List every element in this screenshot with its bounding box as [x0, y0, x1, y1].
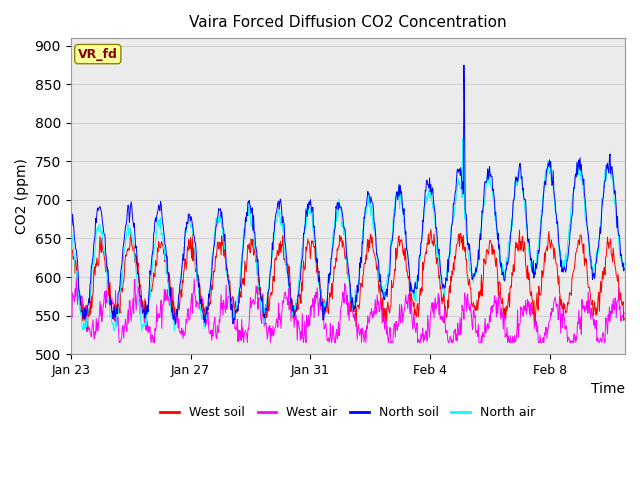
Text: VR_fd: VR_fd [78, 48, 118, 60]
Y-axis label: CO2 (ppm): CO2 (ppm) [15, 158, 29, 234]
Title: Vaira Forced Diffusion CO2 Concentration: Vaira Forced Diffusion CO2 Concentration [189, 15, 507, 30]
Legend: West soil, West air, North soil, North air: West soil, West air, North soil, North a… [156, 401, 540, 424]
X-axis label: Time: Time [591, 383, 625, 396]
